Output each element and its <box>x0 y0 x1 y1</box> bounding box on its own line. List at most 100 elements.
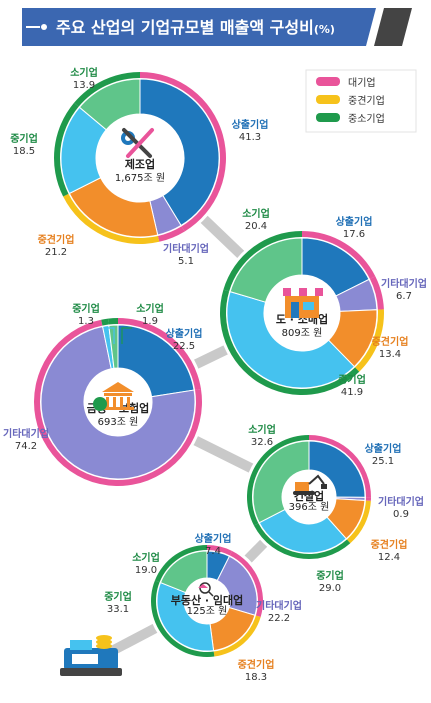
leader-line <box>104 327 115 344</box>
donut-outer-ring <box>154 545 207 583</box>
excavator-icon <box>293 474 327 495</box>
slice-label-category: 소기업 <box>136 302 164 315</box>
bullet-icon <box>41 24 47 30</box>
donut-center <box>84 368 152 436</box>
donut-outer-ring <box>207 545 233 556</box>
slice-label-value: 0.9 <box>393 509 409 520</box>
chart-title-unit: (%) <box>314 23 335 36</box>
slice-label-category: 중기업 <box>10 132 38 145</box>
slice-label-value: 18.3 <box>245 672 267 683</box>
slice-label-category: 중기업 <box>104 590 132 603</box>
slice-label-value: 41.9 <box>341 387 363 398</box>
donut-outer-ring <box>302 231 376 279</box>
donut-center <box>96 114 184 202</box>
slice-label-category: 상출기업 <box>195 532 232 545</box>
slice-label-value: 22.2 <box>268 613 290 624</box>
donut-slice <box>229 237 303 303</box>
slice-label-category: 기타대기업 <box>378 495 424 508</box>
donut-slice <box>159 550 208 594</box>
industry-total: 125조 원 <box>187 605 228 617</box>
slice-label-value: 1.3 <box>78 316 94 327</box>
donut-center <box>184 578 230 624</box>
slice-label-category: 중기업 <box>72 302 100 315</box>
slice-label-value: 25.1 <box>372 456 394 467</box>
slice-label-value: 13.9 <box>73 80 95 91</box>
industry-total: 1,675조 원 <box>115 172 165 184</box>
industry-name: 부동산 · 임대업 <box>171 593 244 607</box>
industry-total: 693조 원 <box>98 416 139 428</box>
slice-label-category: 기타대기업 <box>256 599 302 612</box>
donut-outer-ring <box>229 550 263 617</box>
industry-total: 809조 원 <box>282 327 323 339</box>
industry-total: 396조 원 <box>289 501 330 513</box>
legend-swatch <box>316 113 340 122</box>
slice-label-value: 6.7 <box>396 291 412 302</box>
legend-swatch <box>316 95 340 104</box>
slice-label-category: 상출기업 <box>336 215 373 228</box>
slice-label-value: 7.4 <box>205 546 221 557</box>
slice-label-category: 중견기업 <box>371 538 408 551</box>
slice-label-category: 중기업 <box>338 373 366 386</box>
slice-label-category: 기타대기업 <box>163 242 209 255</box>
slice-label-value: 19.0 <box>135 565 157 576</box>
slice-label-value: 17.6 <box>343 229 365 240</box>
donut-outer-ring <box>107 318 118 325</box>
store-icon <box>283 288 323 318</box>
legend-entry: 중견기업 <box>348 94 385 107</box>
donut-outer-ring <box>346 500 371 544</box>
donut-outer-ring <box>74 72 140 107</box>
slice-label-value: 33.1 <box>107 604 129 615</box>
slice-label-category: 기타대기업 <box>3 427 49 440</box>
donut-outer-ring <box>369 276 384 310</box>
donut-outer-ring <box>365 497 371 501</box>
slice-label-category: 상출기업 <box>166 327 203 340</box>
slice-label-value: 20.4 <box>245 221 267 232</box>
donut-outer-ring <box>118 318 201 390</box>
slice-label-category: 상출기업 <box>365 442 402 455</box>
chart-title: 주요 산업의 기업규모별 매출액 구성비 <box>56 18 314 37</box>
donut-slice <box>226 291 356 389</box>
slice-label-value: 41.3 <box>239 132 261 143</box>
donut-slice <box>156 581 215 652</box>
donut-outer-ring <box>63 193 160 244</box>
slice-label-value: 74.2 <box>15 441 37 452</box>
donut-outer-ring <box>246 435 309 526</box>
donut-outer-ring <box>253 523 351 559</box>
donut-outer-ring <box>54 102 79 197</box>
cash-register-icon <box>60 635 122 676</box>
donut-outer-ring <box>101 318 109 326</box>
donut-outer-ring <box>223 231 302 292</box>
title-banner: 주요 산업의 기업규모별 매출액 구성비(%) <box>22 8 412 46</box>
slice-label-value: 21.2 <box>45 247 67 258</box>
slice-label-value: 32.6 <box>251 437 273 448</box>
legend-swatch <box>316 77 340 86</box>
industry-name: 제조업 <box>125 157 155 171</box>
slice-label-category: 중견기업 <box>38 233 75 246</box>
slice-label-value: 18.5 <box>13 146 35 157</box>
slice-label-category: 중견기업 <box>372 335 409 348</box>
slice-label-value: 12.4 <box>378 552 400 563</box>
